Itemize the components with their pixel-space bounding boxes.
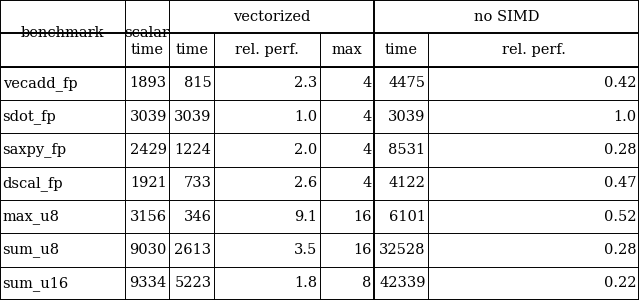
Text: 733: 733 xyxy=(183,176,212,190)
Text: time: time xyxy=(130,43,164,57)
Text: 3039: 3039 xyxy=(130,110,167,124)
Text: 9.1: 9.1 xyxy=(294,210,317,224)
Text: 0.28: 0.28 xyxy=(604,243,636,257)
Text: 32528: 32528 xyxy=(379,243,426,257)
Text: scalar: scalar xyxy=(125,26,169,40)
Text: 346: 346 xyxy=(183,210,212,224)
Text: 4: 4 xyxy=(362,176,371,190)
Text: 16: 16 xyxy=(353,243,371,257)
Text: 9334: 9334 xyxy=(130,276,167,290)
Text: vecadd_fp: vecadd_fp xyxy=(3,76,77,91)
Text: 16: 16 xyxy=(353,210,371,224)
Text: 815: 815 xyxy=(184,76,212,90)
Text: max_u8: max_u8 xyxy=(3,209,59,224)
Text: 5223: 5223 xyxy=(174,276,212,290)
Text: 4: 4 xyxy=(362,76,371,90)
Text: 1.0: 1.0 xyxy=(613,110,636,124)
Text: 4475: 4475 xyxy=(389,76,426,90)
Text: 0.28: 0.28 xyxy=(604,143,636,157)
Text: 9030: 9030 xyxy=(130,243,167,257)
Text: 2.6: 2.6 xyxy=(294,176,317,190)
Text: 3039: 3039 xyxy=(174,110,212,124)
Text: 0.52: 0.52 xyxy=(604,210,636,224)
Text: rel. perf.: rel. perf. xyxy=(235,43,298,57)
Text: time: time xyxy=(385,43,417,57)
Text: 8531: 8531 xyxy=(389,143,426,157)
Text: 0.47: 0.47 xyxy=(604,176,636,190)
Text: 2.3: 2.3 xyxy=(294,76,317,90)
Text: 0.22: 0.22 xyxy=(604,276,636,290)
Text: 3.5: 3.5 xyxy=(294,243,317,257)
Text: time: time xyxy=(175,43,208,57)
Text: 1.8: 1.8 xyxy=(294,276,317,290)
Text: rel. perf.: rel. perf. xyxy=(502,43,566,57)
Text: 4: 4 xyxy=(362,110,371,124)
Text: sdot_fp: sdot_fp xyxy=(3,109,56,124)
Text: 1893: 1893 xyxy=(130,76,167,90)
Text: saxpy_fp: saxpy_fp xyxy=(3,142,66,158)
Text: 4: 4 xyxy=(362,143,371,157)
Text: 2613: 2613 xyxy=(174,243,212,257)
Text: 3039: 3039 xyxy=(389,110,426,124)
Text: no SIMD: no SIMD xyxy=(473,10,539,24)
Text: 8: 8 xyxy=(362,276,371,290)
Text: dscal_fp: dscal_fp xyxy=(3,176,63,191)
Text: 42339: 42339 xyxy=(379,276,426,290)
Text: max: max xyxy=(331,43,362,57)
Text: 0.42: 0.42 xyxy=(604,76,636,90)
Text: 2.0: 2.0 xyxy=(294,143,317,157)
Text: 3156: 3156 xyxy=(130,210,167,224)
Text: sum_u8: sum_u8 xyxy=(3,243,59,257)
Text: 1921: 1921 xyxy=(130,176,167,190)
Text: 6101: 6101 xyxy=(389,210,426,224)
Text: benchmark: benchmark xyxy=(20,26,104,40)
Text: 2429: 2429 xyxy=(130,143,167,157)
Text: vectorized: vectorized xyxy=(233,10,311,24)
Text: 4122: 4122 xyxy=(389,176,426,190)
Text: 1.0: 1.0 xyxy=(294,110,317,124)
Text: 1224: 1224 xyxy=(174,143,212,157)
Text: sum_u16: sum_u16 xyxy=(3,276,69,291)
